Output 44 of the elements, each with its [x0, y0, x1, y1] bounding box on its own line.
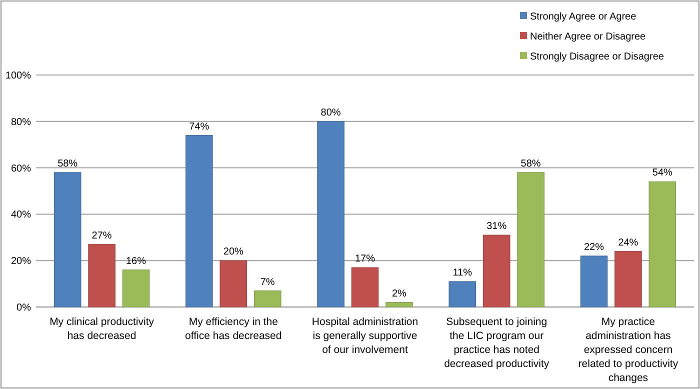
data-label: 22%: [584, 242, 604, 253]
bar: [317, 121, 344, 308]
data-label: 2%: [392, 288, 407, 300]
x-tick-label: Subsequent to joining the LIC program our practice has noted decreased productivity: [444, 316, 550, 370]
y-tick-label: 0%: [16, 302, 32, 314]
x-tick-label: Hospital administration is generally supportive of our involvement: [312, 316, 418, 356]
bar: [517, 172, 544, 308]
data-label: 80%: [320, 107, 341, 118]
x-tick-label: My clinical productivity has decreased: [50, 316, 155, 342]
legend-label: Strongly Agree or Agree: [530, 12, 637, 22]
bar: [351, 267, 379, 308]
bar: [186, 135, 213, 308]
bar: [580, 256, 608, 308]
data-label: 16%: [126, 256, 146, 267]
bar: [614, 251, 642, 308]
data-label: 74%: [189, 121, 210, 132]
data-label: 58%: [58, 158, 78, 170]
data-label: 7%: [260, 276, 275, 288]
y-tick-label: 80%: [10, 116, 32, 128]
y-tick-label: 60%: [10, 163, 32, 174]
data-label: 54%: [652, 168, 673, 179]
bar: [88, 244, 116, 308]
y-tick-label: 20%: [10, 256, 32, 268]
data-label: 17%: [354, 254, 376, 265]
x-tick-label: My efficiency in the office has decreased: [185, 316, 282, 342]
data-label: 11%: [452, 267, 472, 278]
data-label: 31%: [486, 221, 507, 232]
bar: [648, 181, 676, 308]
bar: [482, 234, 510, 308]
bar: [122, 270, 150, 308]
x-tick-label: My practice administration has expressed concern related to productivity changes: [578, 316, 679, 384]
bar: [386, 302, 413, 308]
data-label: 27%: [92, 230, 112, 242]
bar: [54, 172, 82, 308]
y-tick-label: 100%: [5, 70, 32, 82]
bar: [220, 260, 248, 308]
data-label: 24%: [618, 237, 638, 248]
data-label: 58%: [520, 158, 541, 170]
legend-label: Neither Agree or Disagree: [530, 32, 646, 42]
bar: [254, 290, 282, 308]
legend-label: Strongly Disagree or Disagree: [530, 52, 664, 62]
y-tick-label: 40%: [10, 210, 32, 221]
bar: [448, 281, 476, 308]
data-label: 20%: [223, 246, 244, 258]
